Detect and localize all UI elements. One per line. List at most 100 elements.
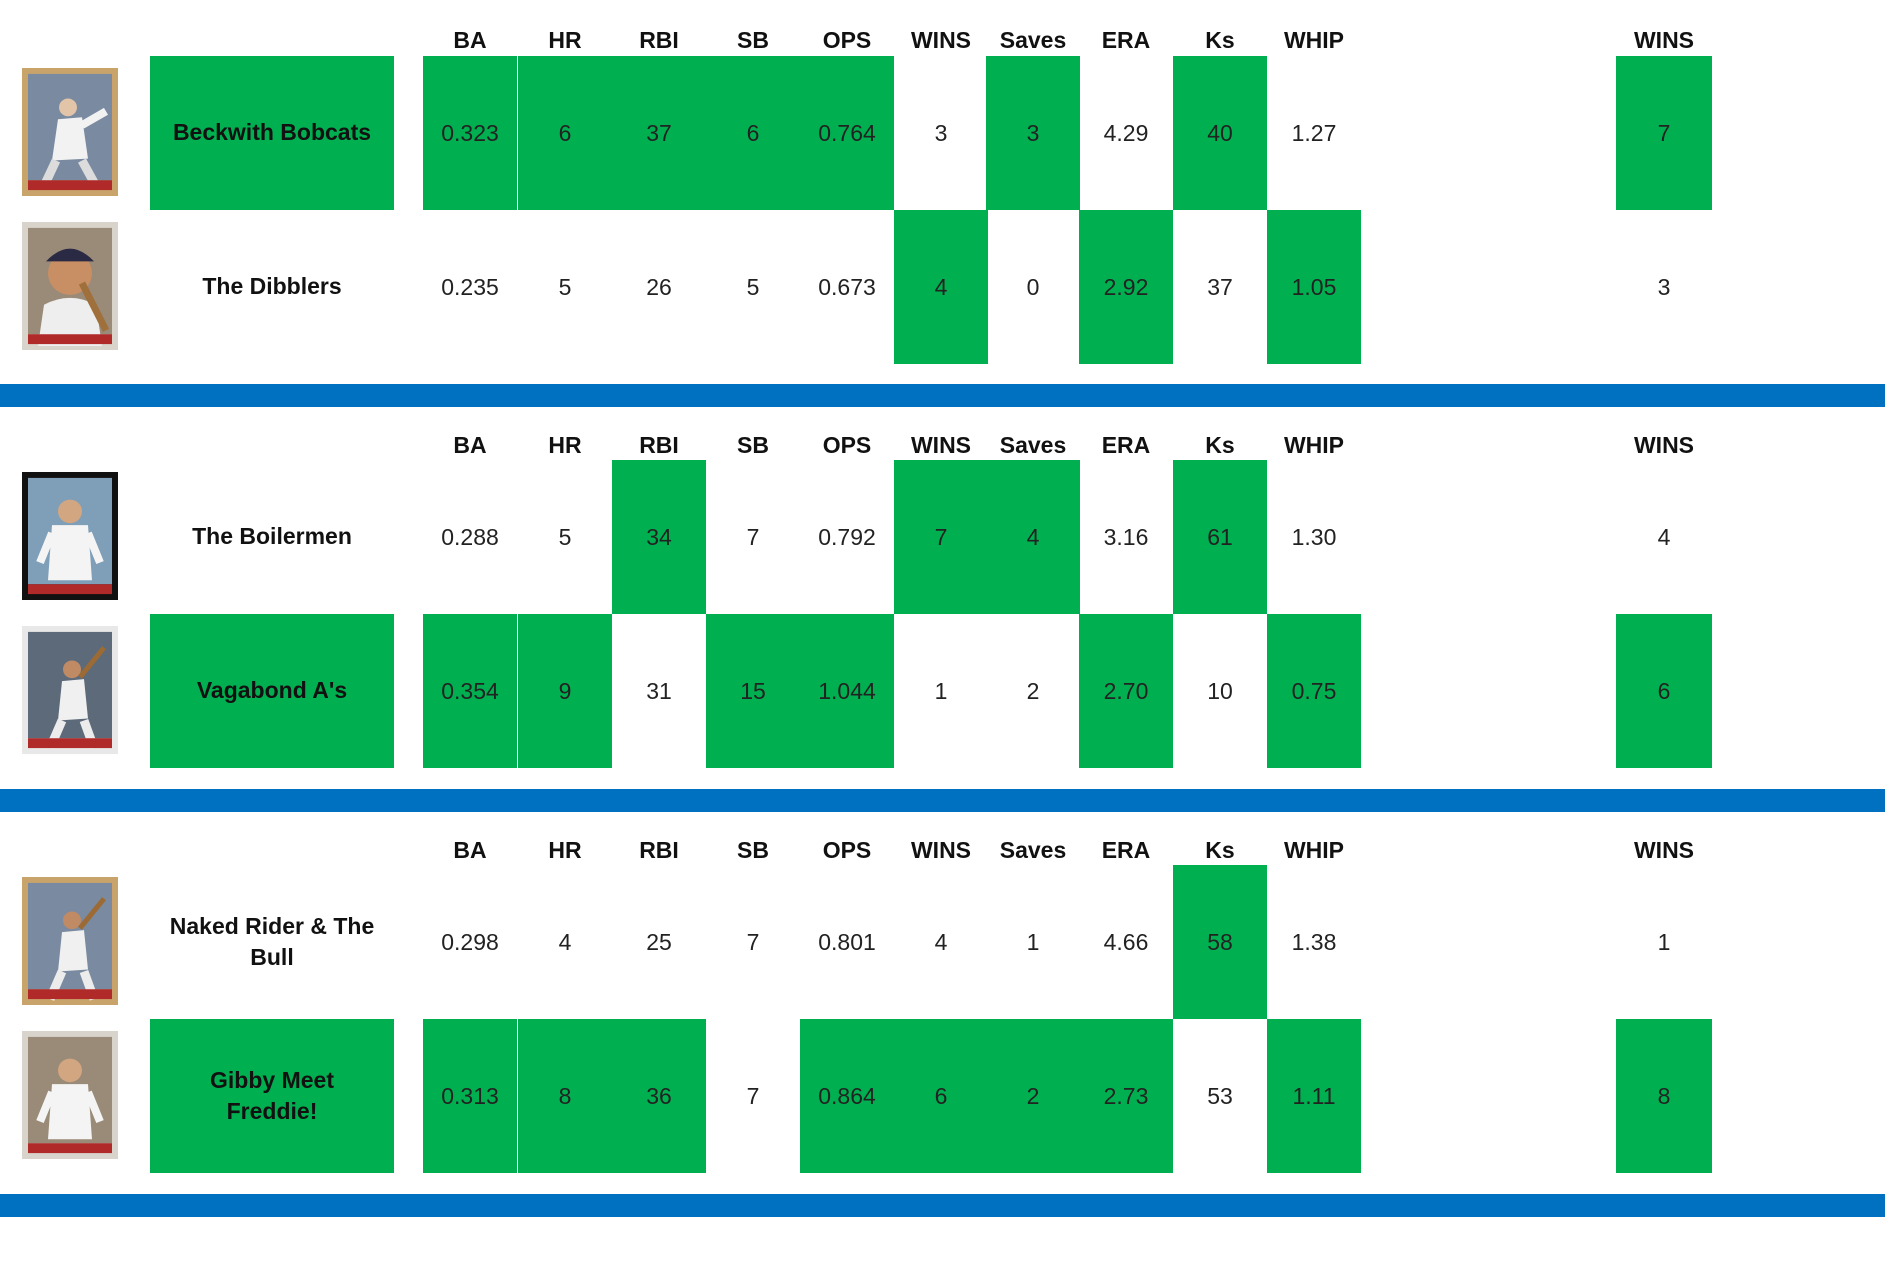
column-header-era: ERA <box>1101 27 1151 53</box>
stat-ops: 0.792 <box>818 523 876 550</box>
stat-ba: 0.354 <box>423 614 517 768</box>
total-wins: 1 <box>1657 928 1671 955</box>
column-header-ops: OPS <box>822 837 872 863</box>
baseball-card-player-icon <box>22 1031 118 1159</box>
stat-ba: 0.288 <box>441 523 499 550</box>
stat-hr: 6 <box>518 56 612 210</box>
stat-ops: 0.801 <box>818 928 876 955</box>
stat-saves: 1 <box>1026 928 1040 955</box>
stat-saves: 3 <box>986 56 1080 210</box>
stat-ba: 0.323 <box>423 56 517 210</box>
column-header-ks: Ks <box>1205 27 1235 53</box>
stat-sb: 7 <box>746 1082 760 1109</box>
stat-wins: 7 <box>894 460 988 614</box>
column-header-ba: BA <box>453 432 487 458</box>
matchup-separator <box>0 1194 1885 1217</box>
stat-whip: 1.05 <box>1267 210 1361 364</box>
stat-ops: 0.864 <box>800 1019 894 1173</box>
team-name: Vagabond A's <box>150 614 394 768</box>
column-header-ops: OPS <box>822 432 872 458</box>
stat-saves: 2 <box>1026 677 1040 704</box>
column-header-wins: WINS <box>910 837 972 863</box>
stat-whip: 1.38 <box>1291 928 1337 955</box>
team-name: The Boilermen <box>192 523 352 550</box>
total-wins: 6 <box>1616 614 1712 768</box>
column-header-ba: BA <box>453 837 487 863</box>
team-name: Gibby Meet Freddie! <box>150 1019 394 1173</box>
column-header-whip: WHIP <box>1283 837 1345 863</box>
stat-ks: 37 <box>1207 273 1233 300</box>
stat-rbi: 36 <box>612 1019 706 1173</box>
stat-rbi: 25 <box>646 928 672 955</box>
stat-sb: 6 <box>706 56 800 210</box>
stat-whip: 0.75 <box>1267 614 1361 768</box>
team-name: Naked Rider & The Bull <box>169 912 375 970</box>
stat-hr: 5 <box>558 273 572 300</box>
stat-hr: 8 <box>518 1019 612 1173</box>
column-header-whip: WHIP <box>1283 432 1345 458</box>
column-header-sb: SB <box>737 837 769 863</box>
stat-rbi: 34 <box>612 460 706 614</box>
column-header-sb: SB <box>737 432 769 458</box>
column-header-saves: Saves <box>999 432 1067 458</box>
stat-ks: 58 <box>1173 865 1267 1019</box>
stat-wins: 4 <box>934 928 948 955</box>
column-header-ks: Ks <box>1205 837 1235 863</box>
column-header-total-wins: WINS <box>1633 27 1695 53</box>
total-wins: 7 <box>1616 56 1712 210</box>
stat-wins: 4 <box>894 210 988 364</box>
stat-wins: 1 <box>934 677 948 704</box>
baseball-card-portrait-icon <box>22 222 118 350</box>
column-header-ba: BA <box>453 27 487 53</box>
baseball-card-pitcher-icon <box>22 68 118 196</box>
stat-ba: 0.313 <box>423 1019 517 1173</box>
column-header-era: ERA <box>1101 432 1151 458</box>
stat-ks: 53 <box>1207 1082 1233 1109</box>
stat-era: 4.29 <box>1103 119 1149 146</box>
column-header-saves: Saves <box>999 27 1067 53</box>
stat-sb: 7 <box>746 523 760 550</box>
stat-whip: 1.30 <box>1291 523 1337 550</box>
column-header-total-wins: WINS <box>1633 837 1695 863</box>
stat-whip: 1.27 <box>1291 119 1337 146</box>
total-wins: 4 <box>1657 523 1671 550</box>
column-header-ks: Ks <box>1205 432 1235 458</box>
column-header-whip: WHIP <box>1283 27 1345 53</box>
stat-wins: 6 <box>894 1019 988 1173</box>
stat-hr: 9 <box>518 614 612 768</box>
column-header-hr: HR <box>548 27 582 53</box>
column-header-hr: HR <box>548 432 582 458</box>
column-header-rbi: RBI <box>639 432 679 458</box>
column-header-hr: HR <box>548 837 582 863</box>
stat-whip: 1.11 <box>1267 1019 1361 1173</box>
column-header-ops: OPS <box>822 27 872 53</box>
stat-ks: 61 <box>1173 460 1267 614</box>
column-header-wins: WINS <box>910 432 972 458</box>
column-header-total-wins: WINS <box>1633 432 1695 458</box>
team-name: Beckwith Bobcats <box>150 56 394 210</box>
stat-sb: 15 <box>706 614 800 768</box>
stat-rbi: 31 <box>646 677 672 704</box>
stat-era: 2.73 <box>1079 1019 1173 1173</box>
stat-ba: 0.235 <box>441 273 499 300</box>
stat-era: 2.70 <box>1079 614 1173 768</box>
stat-rbi: 26 <box>646 273 672 300</box>
matchup-separator <box>0 384 1885 407</box>
column-header-saves: Saves <box>999 837 1067 863</box>
column-header-rbi: RBI <box>639 837 679 863</box>
team-name: The Dibblers <box>202 273 342 300</box>
column-header-sb: SB <box>737 27 769 53</box>
baseball-card-batter-icon <box>22 626 118 754</box>
stat-sb: 7 <box>746 928 760 955</box>
stat-ops: 0.764 <box>800 56 894 210</box>
total-wins: 3 <box>1657 273 1671 300</box>
baseball-card-player-icon <box>22 472 118 600</box>
stat-saves: 4 <box>986 460 1080 614</box>
stat-wins: 3 <box>934 119 948 146</box>
stat-saves: 0 <box>1026 273 1040 300</box>
total-wins: 8 <box>1616 1019 1712 1173</box>
stat-saves: 2 <box>986 1019 1080 1173</box>
baseball-card-batter-icon <box>22 877 118 1005</box>
stat-ops: 1.044 <box>800 614 894 768</box>
